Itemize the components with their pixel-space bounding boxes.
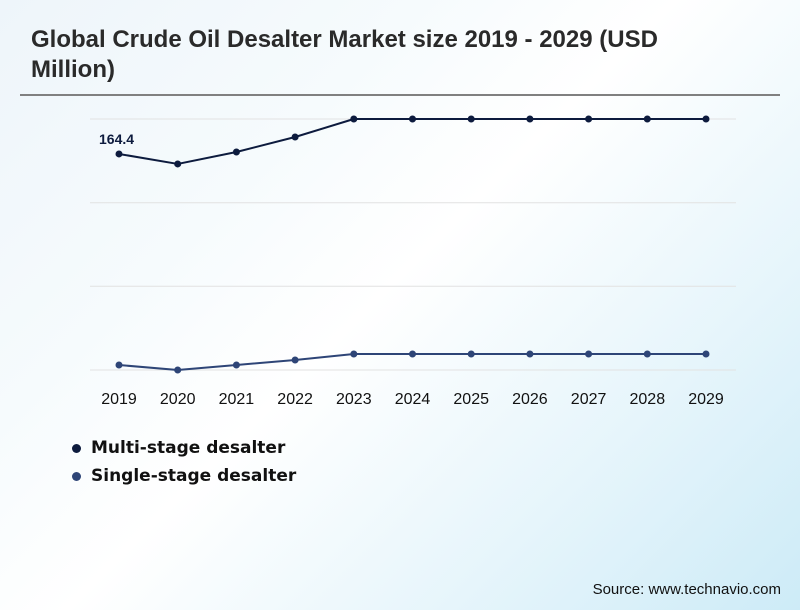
- series-multi-stage-desalter: [115, 115, 710, 168]
- legend-item-single-stage[interactable]: Single-stage desalter: [72, 462, 296, 490]
- x-tick-label: 2025: [453, 391, 489, 408]
- x-tick-label: 2020: [160, 391, 196, 408]
- series-line: [118, 118, 706, 165]
- data-point[interactable]: [467, 350, 475, 358]
- series-single-stage-desalter: [115, 350, 710, 374]
- legend-marker-icon: [72, 443, 81, 453]
- legend-label: Multi-stage desalter: [91, 438, 286, 458]
- data-point[interactable]: [526, 350, 534, 358]
- data-label: 164.4: [99, 131, 134, 147]
- legend-marker-icon: [72, 471, 81, 481]
- x-tick-label: 2026: [512, 391, 548, 408]
- data-point[interactable]: [702, 350, 710, 358]
- x-tick-label: 2021: [219, 391, 255, 408]
- data-point[interactable]: [643, 350, 651, 358]
- data-point[interactable]: [585, 350, 593, 358]
- data-point[interactable]: [350, 350, 358, 358]
- x-tick-label: 2022: [277, 391, 313, 408]
- data-point[interactable]: [174, 366, 182, 374]
- x-axis-tick-labels: 2019 2020 2021 2022 2023 2024 2025 2026 2027 2028…: [101, 391, 724, 408]
- data-point[interactable]: [467, 115, 475, 123]
- x-tick-label: 2028: [630, 391, 666, 408]
- data-point[interactable]: [350, 115, 358, 123]
- data-point[interactable]: [585, 115, 593, 123]
- x-tick-label: 2023: [336, 391, 372, 408]
- data-point[interactable]: [526, 115, 534, 123]
- x-tick-label: 2019: [101, 391, 137, 408]
- data-point[interactable]: [115, 150, 123, 158]
- legend-item-multi-stage[interactable]: Multi-stage desalter: [72, 434, 296, 462]
- data-labels: 164.4: [99, 131, 134, 147]
- data-point[interactable]: [232, 361, 240, 369]
- data-point[interactable]: [702, 115, 710, 123]
- gridlines: [90, 118, 736, 371]
- data-point[interactable]: [409, 350, 416, 358]
- legend: Multi-stage desalter Single-stage desalt…: [72, 434, 296, 490]
- x-tick-label: 2027: [571, 391, 607, 408]
- x-tick-label: 2024: [395, 391, 431, 408]
- chart-title: Global Crude Oil Desalter Market size 20…: [31, 26, 658, 83]
- data-point[interactable]: [291, 133, 299, 141]
- data-point[interactable]: [232, 148, 240, 156]
- data-point[interactable]: [643, 115, 651, 123]
- legend-label: Single-stage desalter: [91, 466, 297, 486]
- data-point[interactable]: [174, 160, 182, 168]
- title-divider: [20, 94, 780, 96]
- x-tick-label: 2029: [688, 391, 724, 408]
- source-credit: Source: www.technavio.com: [592, 581, 781, 598]
- data-point[interactable]: [291, 356, 299, 364]
- series-lines: [115, 115, 710, 374]
- data-point[interactable]: [115, 361, 123, 369]
- data-point[interactable]: [409, 115, 416, 123]
